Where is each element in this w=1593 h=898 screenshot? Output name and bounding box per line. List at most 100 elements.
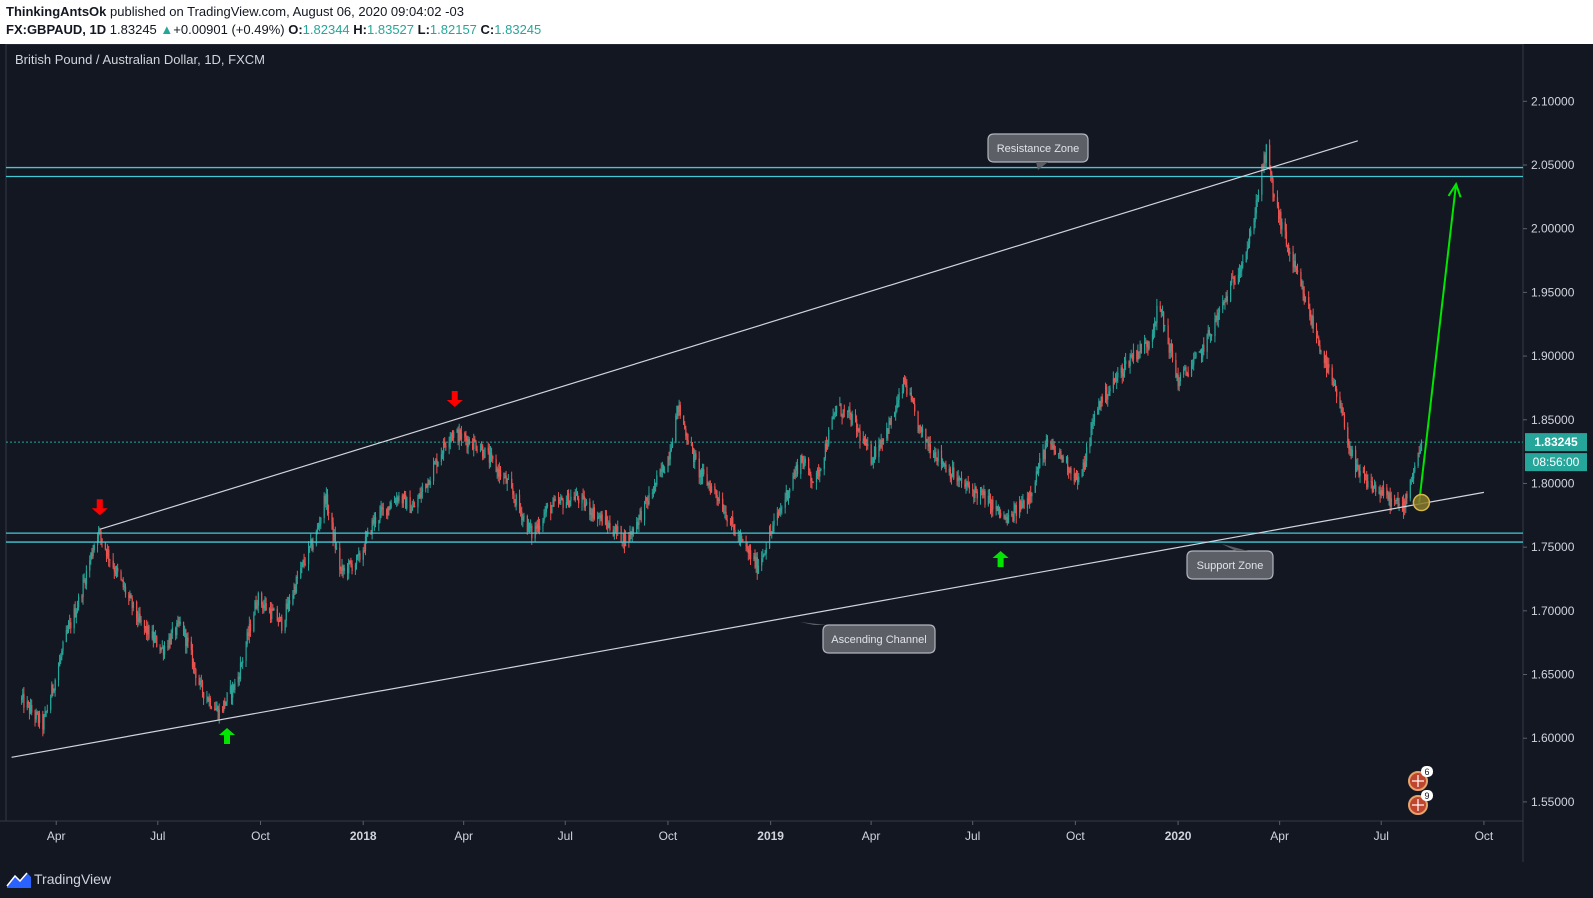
candle-body xyxy=(917,411,919,431)
candle-body xyxy=(952,467,954,476)
candle-body xyxy=(449,436,451,442)
candle-body xyxy=(1105,386,1107,403)
candle-body xyxy=(745,541,747,547)
candle-body xyxy=(1199,350,1202,352)
candle-body xyxy=(1061,456,1063,459)
callout-label: Resistance Zone xyxy=(997,143,1080,155)
candle-body xyxy=(1058,453,1060,455)
candle-body xyxy=(1342,414,1344,416)
candle-body xyxy=(1301,286,1303,288)
candle-body xyxy=(404,494,406,496)
candle-body xyxy=(518,494,521,509)
candle-body xyxy=(686,436,688,441)
event-badge[interactable]: 6 xyxy=(1408,766,1433,791)
time-axis[interactable]: Apr Jul Oct 2018 Apr Jul Oct 2019 Apr Jul Oct 2020 A… xyxy=(47,821,1494,843)
candle-body xyxy=(270,609,272,620)
candle-body xyxy=(335,547,338,549)
candle-body xyxy=(889,420,891,425)
candle-body xyxy=(1027,498,1030,502)
candle-body xyxy=(781,507,783,509)
candle-body xyxy=(1403,500,1405,512)
candle-body xyxy=(738,534,741,541)
candle-body xyxy=(670,447,672,451)
candle-body xyxy=(435,459,437,463)
support-zone-callout[interactable]: Support Zone xyxy=(1186,544,1274,580)
tradingview-brand[interactable]: TradingView xyxy=(34,871,112,887)
symbol-label[interactable]: FX:GBPAUD, 1D xyxy=(6,22,107,37)
candle-body xyxy=(1255,200,1257,214)
candle-body xyxy=(921,428,924,433)
candle-body xyxy=(370,530,372,534)
author-name[interactable]: ThinkingAntsOk xyxy=(6,4,107,19)
candle-body xyxy=(406,497,408,509)
candle-body xyxy=(1019,501,1021,516)
candle-body xyxy=(750,550,752,560)
candle-body xyxy=(873,447,876,458)
resistance-zone-callout[interactable]: Resistance Zone xyxy=(987,133,1089,170)
event-badges[interactable]: 69 xyxy=(1408,766,1433,815)
candle-body xyxy=(854,414,857,419)
candle-body xyxy=(617,526,619,532)
candle-body xyxy=(769,531,771,549)
candle-body xyxy=(137,618,139,622)
candle-body xyxy=(577,492,579,499)
candle-body xyxy=(54,680,56,691)
candle-body xyxy=(1247,244,1250,248)
candle-body xyxy=(488,451,491,463)
candle-body xyxy=(401,495,403,504)
candle-body xyxy=(434,462,436,465)
candle-body xyxy=(562,499,564,509)
channel-upper-line[interactable] xyxy=(99,140,1358,530)
candle-body xyxy=(366,535,368,537)
callout-label: Support Zone xyxy=(1197,560,1264,572)
candle-body xyxy=(598,515,600,517)
target-circle[interactable] xyxy=(1412,493,1431,512)
candle-body xyxy=(664,472,666,474)
candle-body xyxy=(839,404,841,406)
ascending-channel-callout[interactable]: Ascending Channel xyxy=(800,622,936,654)
candle-body xyxy=(1053,445,1055,451)
candle-body xyxy=(206,697,208,699)
candle-body xyxy=(753,556,755,560)
candle-body xyxy=(957,477,959,482)
candle-body xyxy=(1011,514,1013,516)
callout-box xyxy=(1186,550,1274,580)
candle-body xyxy=(950,475,953,479)
candle-body xyxy=(155,636,157,638)
candle-body xyxy=(569,500,571,507)
candle-body xyxy=(851,414,853,425)
candle-body xyxy=(44,711,46,717)
event-badge[interactable]: 9 xyxy=(1408,790,1433,815)
candle-body xyxy=(1130,354,1132,358)
price-tick-label: 1.55000 xyxy=(1531,795,1575,809)
candle-body xyxy=(671,442,674,448)
candle-body xyxy=(676,405,678,417)
badge-count: 6 xyxy=(1424,767,1429,777)
candle-body xyxy=(433,464,435,482)
candle-body xyxy=(1297,270,1299,273)
tradingview-logo-icon[interactable] xyxy=(6,871,32,889)
candle-body xyxy=(1184,367,1186,370)
candle-body xyxy=(1276,197,1279,206)
candle-body xyxy=(927,441,929,447)
candle-body xyxy=(1249,235,1251,245)
candle-body xyxy=(380,507,382,512)
candle-body xyxy=(215,708,217,711)
projection-arrow[interactable] xyxy=(1418,183,1458,503)
candle-body xyxy=(765,548,767,554)
channel-lower-line[interactable] xyxy=(11,491,1485,758)
candle-body xyxy=(164,646,166,655)
candle-body xyxy=(987,496,990,505)
candle-body xyxy=(1081,469,1083,477)
candle-body xyxy=(683,415,685,424)
candle-body xyxy=(195,669,197,679)
candle-body xyxy=(659,469,661,476)
candle-body xyxy=(1242,261,1244,264)
candle-body xyxy=(285,603,287,621)
price-axis[interactable]: 2.10000 2.05000 2.00000 1.95000 1.90000 1.850… xyxy=(1523,94,1575,809)
price-chart[interactable]: British Pound / Australian Dollar, 1D, F… xyxy=(0,44,1593,862)
candle-body xyxy=(178,620,180,624)
candle-body xyxy=(870,444,872,464)
chart-frame[interactable]: British Pound / Australian Dollar, 1D, F… xyxy=(0,44,1593,862)
candle-body xyxy=(1099,401,1101,408)
